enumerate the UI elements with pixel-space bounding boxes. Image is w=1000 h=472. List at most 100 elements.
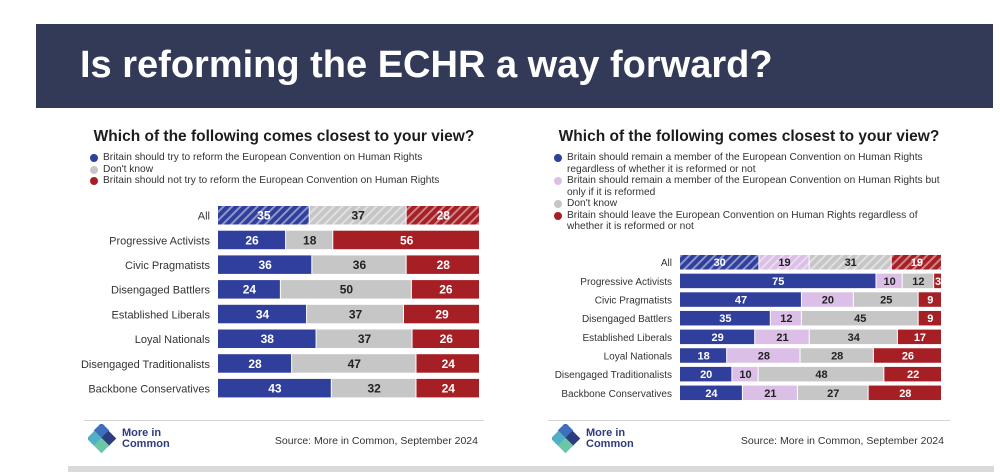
data-label: 24	[705, 388, 718, 400]
bar-segment	[292, 354, 416, 373]
data-label: 47	[348, 357, 362, 371]
data-label: 29	[435, 307, 449, 321]
bar-segment	[934, 273, 941, 289]
bar-segment	[331, 378, 416, 398]
logo-line-1: More in	[586, 427, 626, 439]
bar-segment	[770, 310, 801, 326]
category-label: Disengaged Traditionalists	[555, 370, 672, 381]
data-label: 37	[349, 307, 363, 321]
data-label: 21	[776, 332, 788, 344]
data-label: 34	[848, 332, 861, 344]
chart-title-left: Which of the following comes closest to …	[93, 128, 475, 145]
data-label: 26	[440, 332, 454, 346]
legend-label: Britain should remain a member of the Eu…	[567, 175, 940, 198]
bar-segment	[918, 310, 941, 326]
legend-swatch	[90, 154, 98, 162]
bar-segment	[416, 378, 479, 398]
data-label: 37	[358, 332, 372, 346]
bar-segment	[404, 304, 479, 324]
bar-segment	[801, 292, 853, 307]
data-label: 10	[739, 369, 751, 381]
logo-line-2: Common	[586, 438, 634, 450]
bar-segment	[742, 385, 797, 401]
stacked-bar-chart-right: All 30 19 31 19 Progressive Activists 75 10 12 3 C…	[555, 255, 941, 401]
bar-segment	[218, 329, 316, 348]
data-label: 25	[880, 295, 892, 307]
bar-segment	[876, 273, 902, 289]
data-label: 12	[912, 276, 924, 288]
category-label: All	[198, 211, 210, 223]
data-label: 34	[256, 307, 270, 321]
legend-swatch	[90, 177, 98, 185]
data-label: 21	[764, 388, 776, 400]
legend-label: Britain should remain a member of the Eu…	[567, 152, 923, 175]
bar-segment	[800, 348, 873, 363]
legend-item: Britain should try to reform the Europea…	[90, 152, 480, 164]
legend-left: Britain should try to reform the Europea…	[90, 152, 480, 187]
data-label: 18	[697, 350, 709, 362]
more-in-common-logo-icon	[88, 424, 117, 454]
data-label: 50	[340, 283, 354, 297]
bar-segment	[884, 366, 941, 382]
data-label: 10	[883, 276, 895, 288]
bar-segment	[406, 206, 479, 225]
category-label: Backbone Conservatives	[561, 389, 672, 400]
title-banner: Is reforming the ECHR a way forward?	[36, 24, 993, 108]
data-label: 56	[400, 233, 414, 247]
data-label: 31	[845, 257, 857, 269]
bar-segment	[680, 292, 801, 307]
source-note-right: Source: More in Common, September 2024	[740, 435, 944, 447]
data-label: 26	[245, 233, 259, 247]
legend-label: Britain should try to reform the Europea…	[103, 152, 423, 163]
bar-segment	[680, 385, 742, 401]
data-label: 9	[927, 313, 933, 325]
bar-segment	[218, 304, 307, 324]
category-label: Loyal Nationals	[604, 351, 672, 362]
data-label: 26	[439, 283, 453, 297]
logo-wordmark: More in Common	[122, 428, 170, 450]
data-label: 36	[353, 258, 367, 272]
category-label: Civic Pragmatists	[125, 260, 210, 272]
bar-segment	[309, 206, 406, 225]
bar-segment	[680, 348, 727, 363]
legend-right: Britain should remain a member of the Eu…	[554, 152, 944, 233]
bar-segment	[416, 354, 479, 373]
data-label: 28	[248, 357, 262, 371]
data-label: 24	[243, 283, 257, 297]
category-label: Backbone Conservatives	[88, 383, 210, 395]
data-label: 19	[911, 257, 923, 269]
bar-segment	[918, 292, 941, 307]
bar-segment	[759, 255, 809, 270]
category-label: All	[661, 258, 672, 269]
bar-segment	[732, 366, 758, 382]
bar-segment	[286, 230, 333, 250]
data-label: 19	[778, 257, 790, 269]
bottom-divider	[68, 466, 994, 472]
bar-segment	[218, 280, 280, 299]
legend-label: Don't know	[103, 163, 154, 175]
data-label: 32	[367, 381, 381, 395]
footer-divider	[548, 420, 950, 421]
data-label: 48	[815, 369, 827, 381]
page-title: Is reforming the ECHR a way forward?	[80, 44, 773, 86]
legend-item: Britain should remain a member of the Eu…	[554, 175, 944, 198]
stacked-bar-chart-left: All 35 37 28 Progressive Activists 26 18 56 Civi…	[81, 206, 479, 398]
bar-segment	[307, 304, 404, 324]
bar-segment	[680, 366, 732, 382]
data-label: 22	[907, 369, 919, 381]
data-label: 28	[758, 350, 770, 362]
legend-item: Britain should not try to reform the Eur…	[90, 175, 480, 187]
bar-segment	[809, 329, 897, 345]
chart-panel-left: Which of the following comes closest to …	[81, 124, 484, 459]
legend-item: Don't know	[90, 164, 480, 176]
data-label: 20	[700, 369, 712, 381]
data-label: 35	[257, 209, 271, 223]
footer-divider	[84, 420, 484, 421]
bar-segment	[218, 206, 309, 225]
logo-line-2: Common	[122, 438, 170, 450]
bar-segment	[727, 348, 800, 363]
bar-segment	[218, 230, 286, 250]
bar-segment	[897, 329, 941, 345]
legend-item: Don't know	[554, 198, 944, 210]
legend-label: Britain should leave the European Conven…	[567, 209, 918, 233]
